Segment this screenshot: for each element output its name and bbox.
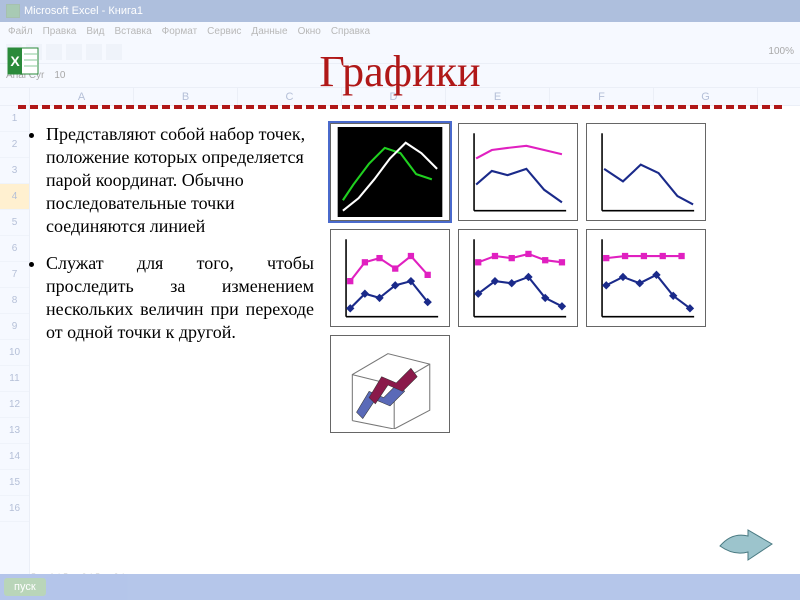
bullet-list: Представляют собой набор точек, положени… — [24, 123, 314, 433]
title-underline — [18, 105, 782, 109]
next-arrow-icon[interactable] — [714, 526, 778, 566]
bullet-item: Представляют собой набор точек, положени… — [46, 123, 314, 238]
chart-thumb-two-series-markers-3[interactable] — [586, 229, 706, 327]
chart-thumb-two-series-markers-2[interactable] — [458, 229, 578, 327]
slide-overlay: Графики Представляют собой набор точек, … — [0, 0, 800, 600]
chart-thumb-two-lines-light-1[interactable] — [458, 123, 578, 221]
bullet-item: Служат для того, чтобы проследить за изм… — [46, 252, 314, 344]
chart-thumb-ribbon-3d[interactable] — [330, 335, 450, 433]
slide-title: Графики — [0, 46, 800, 97]
chart-gallery — [330, 123, 776, 433]
chart-thumb-two-series-markers-1[interactable] — [330, 229, 450, 327]
chart-thumb-smooth-lines-dark[interactable] — [330, 123, 450, 221]
chart-thumb-single-navy-line[interactable] — [586, 123, 706, 221]
